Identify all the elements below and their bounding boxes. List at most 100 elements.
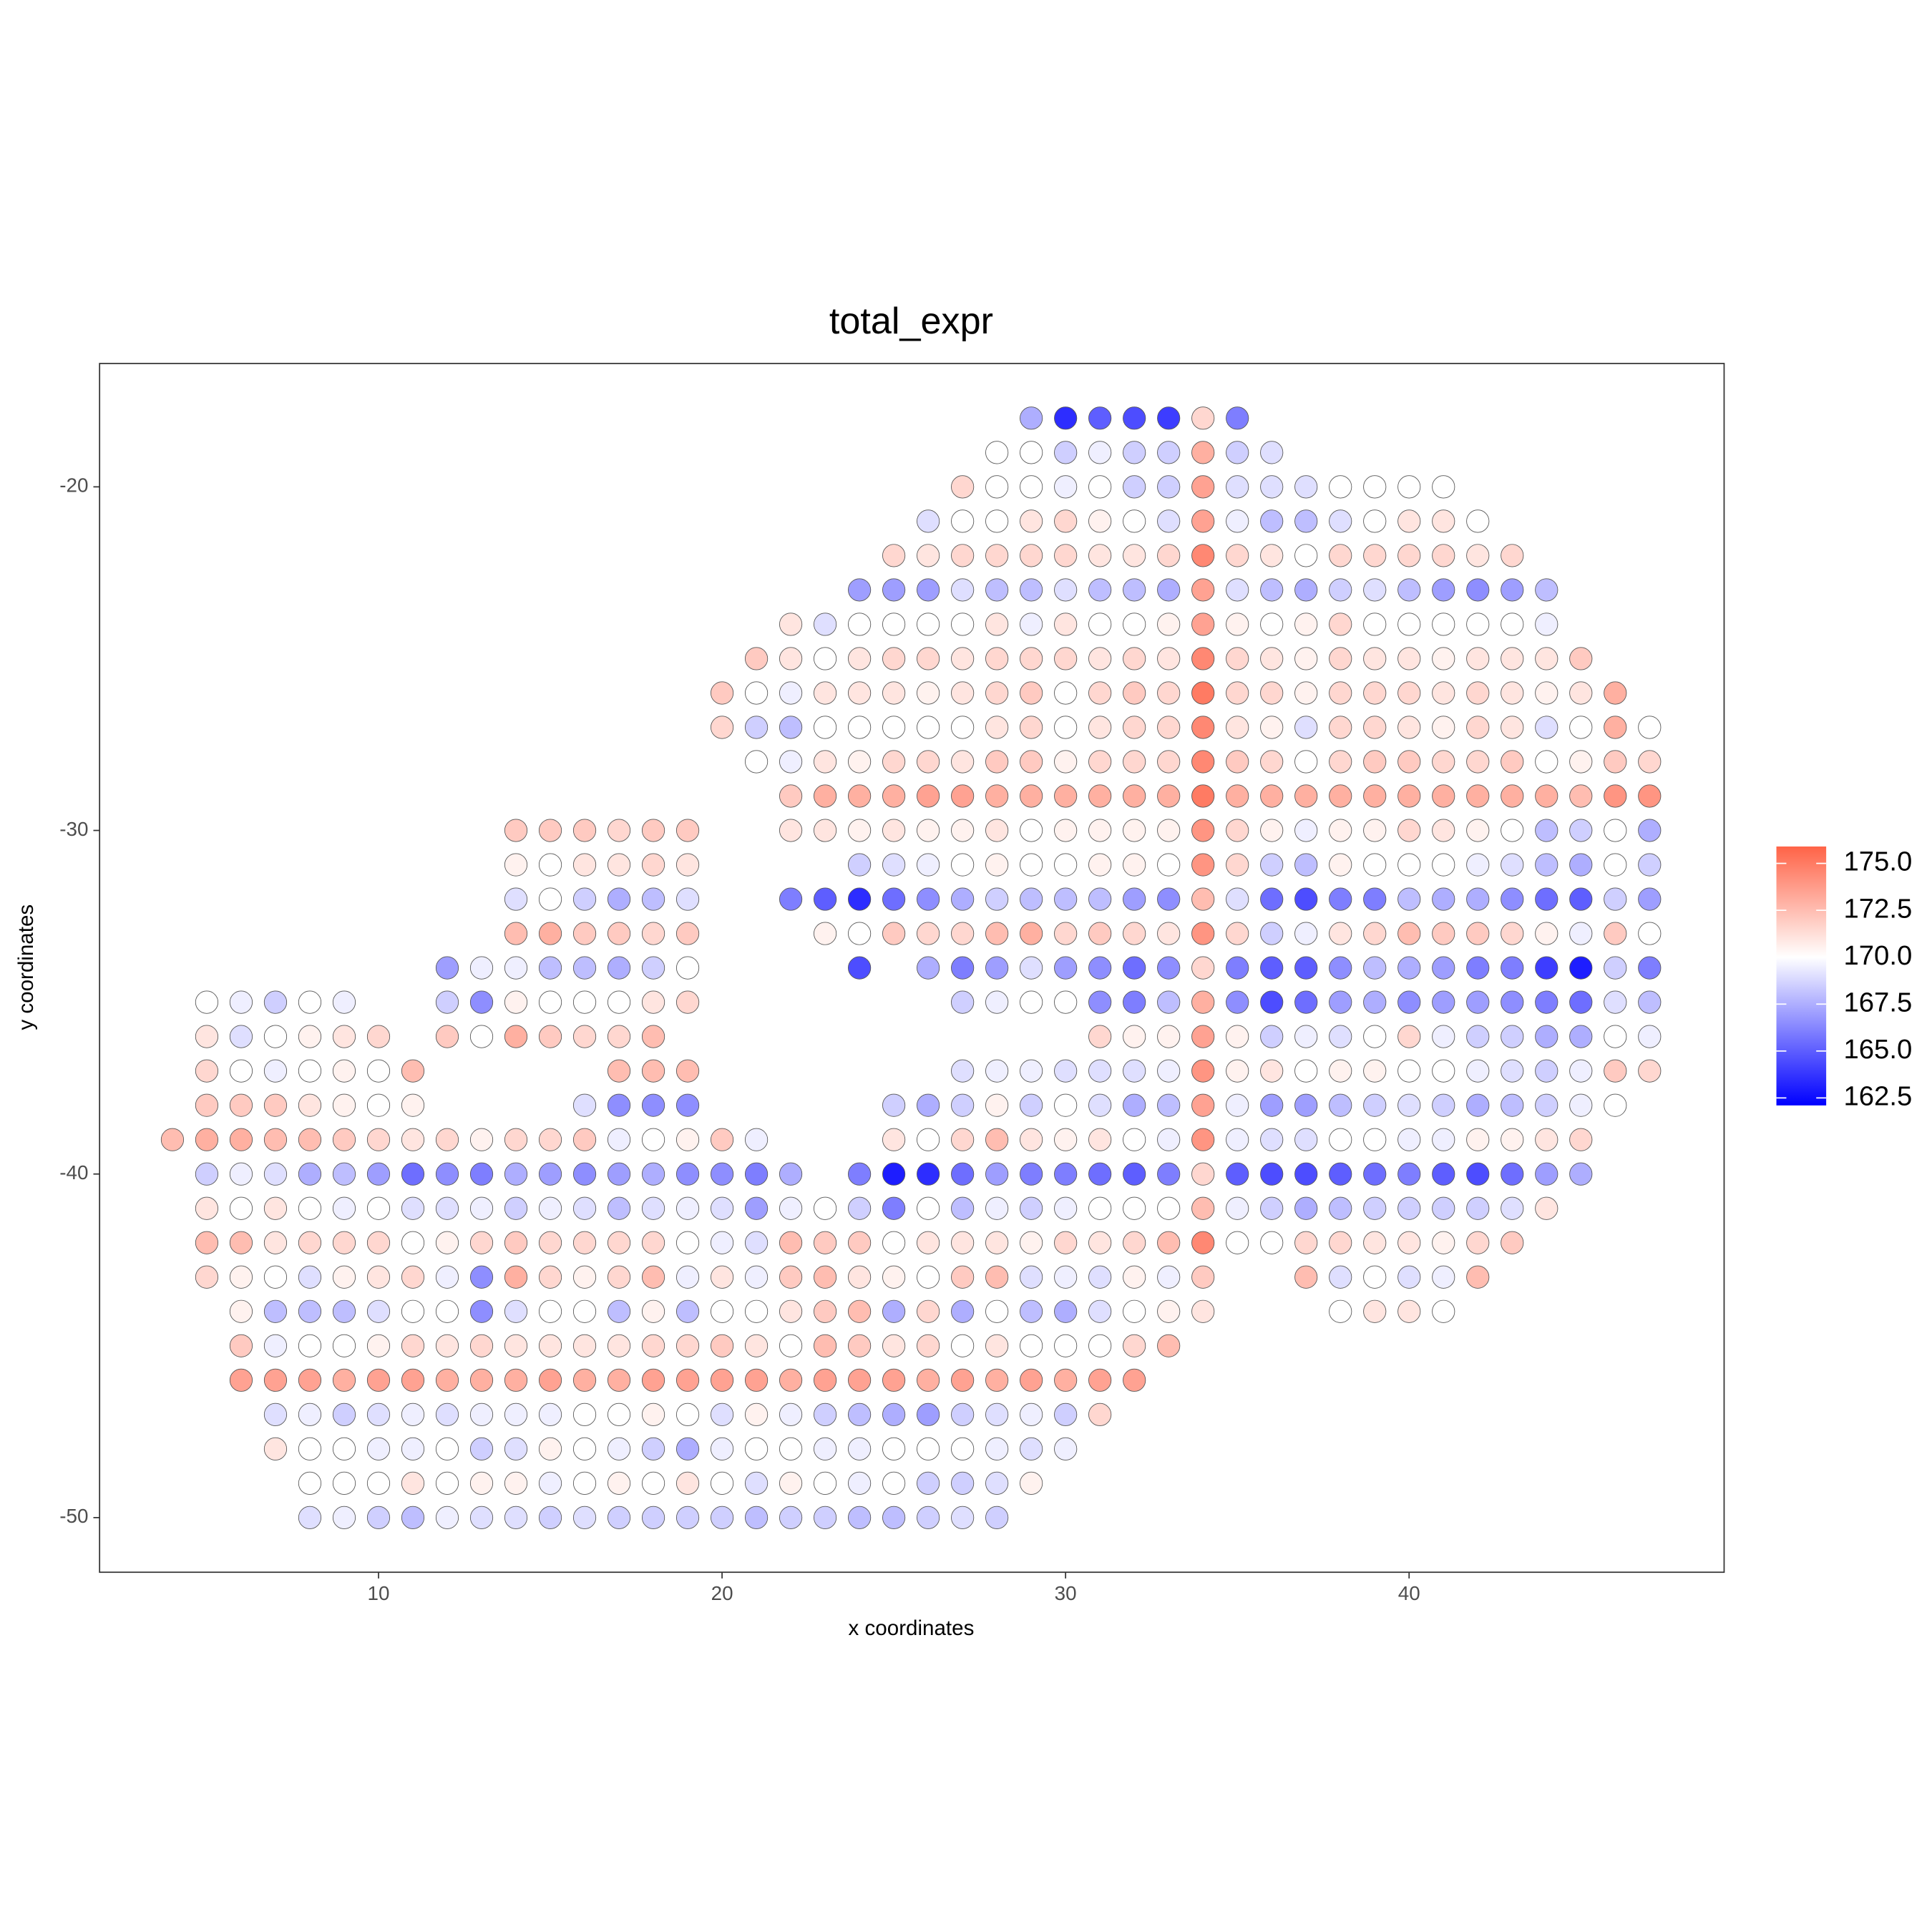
spot <box>882 1231 906 1254</box>
spot <box>1020 544 1043 567</box>
spot <box>779 1471 803 1495</box>
y-tick-label: -40 <box>59 1161 88 1184</box>
spot <box>848 1506 872 1529</box>
spot <box>607 853 631 877</box>
spot <box>917 1402 940 1426</box>
spot <box>985 1128 1009 1151</box>
spot <box>675 1231 700 1254</box>
spot <box>1020 1162 1043 1186</box>
spot <box>1157 1265 1181 1289</box>
spot <box>951 1128 975 1151</box>
spot <box>366 1368 391 1392</box>
spot <box>1020 509 1043 533</box>
spot <box>1260 647 1284 670</box>
spot <box>538 1128 562 1151</box>
spot <box>1191 613 1215 636</box>
spot <box>985 613 1009 636</box>
spot <box>1123 1162 1146 1186</box>
spot <box>985 1299 1009 1323</box>
spot <box>1088 544 1112 567</box>
spot <box>401 1128 425 1151</box>
spot <box>1363 956 1387 980</box>
spot <box>1294 475 1318 499</box>
spot <box>263 1265 288 1289</box>
spot <box>1466 956 1490 980</box>
spot <box>1329 1059 1352 1083</box>
spot <box>1294 853 1318 877</box>
spot <box>985 956 1009 980</box>
spot <box>1191 406 1215 430</box>
spot <box>1226 750 1249 774</box>
spot <box>641 1299 665 1323</box>
spot <box>538 1025 562 1048</box>
spot <box>985 1334 1009 1357</box>
spot <box>1294 716 1318 739</box>
spot <box>675 1437 700 1460</box>
spot <box>229 1059 253 1083</box>
spot <box>1432 1196 1455 1220</box>
spot <box>1054 441 1078 464</box>
spot <box>1329 647 1352 670</box>
spot <box>1363 647 1387 670</box>
spot <box>917 1231 940 1254</box>
spot <box>572 1334 597 1357</box>
spot <box>779 1299 803 1323</box>
spot <box>1054 681 1078 705</box>
spot <box>160 1128 185 1151</box>
spot <box>1123 956 1146 980</box>
spot <box>572 1265 597 1289</box>
spot <box>1604 853 1627 877</box>
spot <box>1294 613 1318 636</box>
spot <box>229 1334 253 1357</box>
spot <box>951 681 975 705</box>
spot <box>710 1128 734 1151</box>
spot <box>882 1299 906 1323</box>
spot <box>675 1059 700 1083</box>
spot <box>401 1368 425 1392</box>
spot <box>1054 475 1078 499</box>
spot <box>1501 1025 1524 1048</box>
spot <box>366 1506 391 1529</box>
spot <box>435 956 459 980</box>
spot <box>1569 647 1593 670</box>
spot <box>951 1402 975 1426</box>
colorbar-label: 175.0 <box>1843 847 1912 877</box>
spot <box>1329 853 1352 877</box>
spot <box>1054 1334 1078 1357</box>
spot <box>504 1196 528 1220</box>
spot <box>1397 819 1421 842</box>
spot <box>1363 1231 1387 1254</box>
spot <box>332 1162 356 1186</box>
spot <box>538 1368 562 1392</box>
spot <box>1191 647 1215 670</box>
spot <box>814 784 837 808</box>
x-tick-label: 10 <box>368 1582 390 1604</box>
spot <box>848 578 872 602</box>
spot <box>1191 1265 1215 1289</box>
spot <box>641 1025 665 1048</box>
spot <box>985 887 1009 911</box>
spot <box>1054 956 1078 980</box>
spot <box>1157 1334 1181 1357</box>
spot <box>1123 544 1146 567</box>
spot <box>1260 1231 1284 1254</box>
spot <box>1123 887 1146 911</box>
spot <box>504 1025 528 1048</box>
x-tick-label: 30 <box>1055 1582 1077 1604</box>
spot <box>607 1506 631 1529</box>
spot <box>1329 887 1352 911</box>
spot <box>1054 1128 1078 1151</box>
spot <box>572 1162 597 1186</box>
spot <box>607 1402 631 1426</box>
spot <box>1088 990 1112 1014</box>
spot <box>675 1506 700 1529</box>
spot <box>1054 647 1078 670</box>
spot <box>744 1265 769 1289</box>
spot <box>1432 509 1455 533</box>
spot <box>1294 647 1318 670</box>
spot <box>951 1231 975 1254</box>
spot <box>985 716 1009 739</box>
spot <box>366 1231 391 1254</box>
spot <box>195 1059 219 1083</box>
